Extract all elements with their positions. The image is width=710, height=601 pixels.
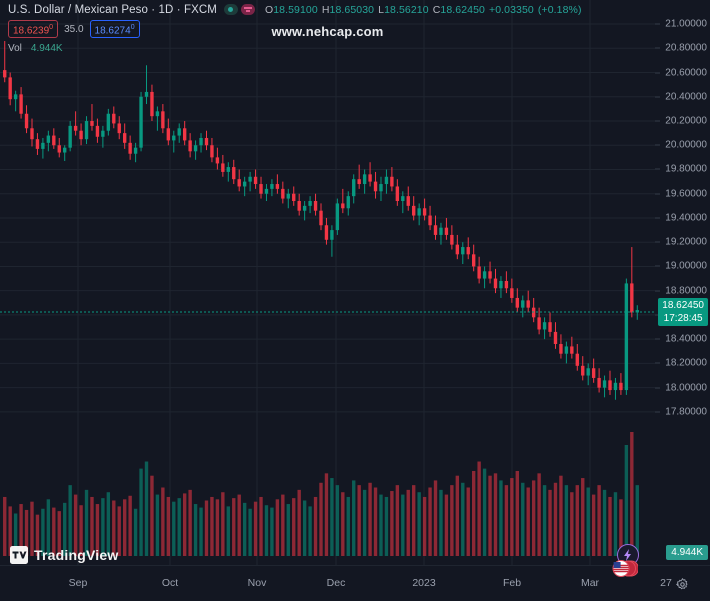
price-tick-label: 19.80000 <box>665 163 707 175</box>
price-tick-label: 20.80000 <box>665 42 707 54</box>
price-tick-label: 17.80000 <box>665 406 707 418</box>
price-tick-dash <box>655 168 660 170</box>
price-tick-label: 19.60000 <box>665 188 707 200</box>
price-tick-dash <box>655 241 660 243</box>
price-tick-dash <box>655 411 660 413</box>
price-tick-dash <box>655 290 660 292</box>
price-tick-label: 19.40000 <box>665 212 707 224</box>
time-tick-label: 27 <box>660 577 672 589</box>
price-tick-label: 18.00000 <box>665 382 707 394</box>
price-tick-dash <box>655 338 660 340</box>
price-tick-label: 20.40000 <box>665 91 707 103</box>
currency-pair-flags-icon <box>612 560 639 577</box>
price-tick-label: 20.00000 <box>665 139 707 151</box>
time-tick-label: Mar <box>580 577 600 589</box>
price-tick-dash <box>655 144 660 146</box>
candlestick-canvas <box>0 0 655 565</box>
price-tick-label: 19.00000 <box>665 260 707 272</box>
price-tick-dash <box>655 193 660 195</box>
time-tick-label: Nov <box>247 577 267 589</box>
price-tick-dash <box>655 265 660 267</box>
current-price-badge[interactable]: 18.62450 17:28:45 <box>658 297 708 326</box>
tv-glyph-icon <box>10 546 28 564</box>
price-tick-dash <box>655 23 660 25</box>
us-flag-currency-icon[interactable] <box>612 560 639 577</box>
time-tick-label: Feb <box>502 577 522 589</box>
price-tick-dash <box>655 217 660 219</box>
price-axis[interactable]: 21.00000 20.80000 20.60000 20.40000 20.20000… <box>655 0 710 565</box>
price-tick-label: 18.40000 <box>665 333 707 345</box>
current-price-value: 18.62450 <box>662 299 704 311</box>
price-tick-label: 20.60000 <box>665 67 707 79</box>
time-tick-label: 2023 <box>412 577 436 589</box>
chart-plot-area[interactable] <box>0 0 655 565</box>
price-tick-dash <box>655 47 660 49</box>
time-axis[interactable]: Sep Oct Nov Dec 2023 Feb Mar 27 <box>0 565 710 601</box>
price-tick-dash <box>655 362 660 364</box>
tradingview-mark-icon <box>10 546 28 564</box>
settings-glyph-icon <box>676 578 688 590</box>
price-tick-label: 20.20000 <box>665 115 707 127</box>
time-tick-label: Sep <box>68 577 88 589</box>
time-tick-label: Dec <box>326 577 346 589</box>
price-tick-dash <box>655 96 660 98</box>
price-tick-dash <box>655 387 660 389</box>
gear-icon[interactable] <box>676 578 689 596</box>
tradingview-logo: TradingView <box>10 546 118 564</box>
tradingview-wordmark: TradingView <box>34 547 119 563</box>
volume-value-badge[interactable]: 4.944K <box>666 545 708 560</box>
price-tick-label: 21.00000 <box>665 18 707 30</box>
price-tick-dash <box>655 314 660 316</box>
price-tick-label: 19.20000 <box>665 236 707 248</box>
price-tick-dash <box>655 72 660 74</box>
price-tick-dash <box>655 120 660 122</box>
bolt-glyph-icon <box>624 549 631 561</box>
current-price-time: 17:28:45 <box>663 312 703 324</box>
time-tick-label: Oct <box>161 577 179 589</box>
price-tick-label: 18.80000 <box>665 285 707 297</box>
price-tick-label: 18.20000 <box>665 357 707 369</box>
